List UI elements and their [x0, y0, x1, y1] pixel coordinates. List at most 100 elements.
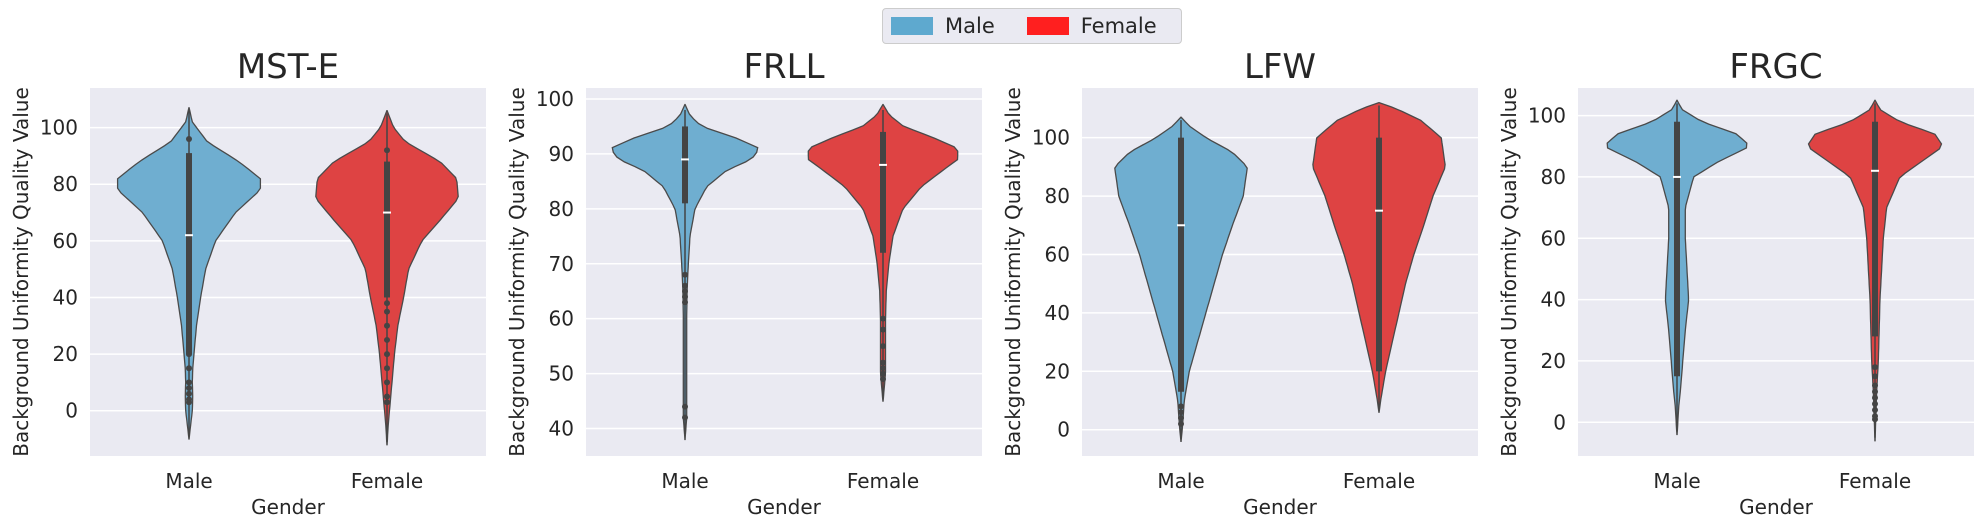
y-tick-label: 40 [1045, 301, 1070, 325]
outlier-point [880, 376, 886, 383]
y-tick-label: 0 [1553, 410, 1566, 434]
outlier-point [186, 322, 192, 329]
y-tick-label: 70 [549, 252, 574, 276]
chart-title: LFW [1244, 47, 1316, 87]
y-tick-label: 60 [549, 307, 574, 331]
outlier-point [186, 385, 192, 392]
outlier-point [1872, 364, 1878, 371]
legend-swatch-male [891, 17, 933, 35]
outlier-point [1178, 415, 1184, 422]
x-tick-label-male: Male [1157, 469, 1204, 493]
box-iqr [682, 126, 688, 204]
x-axis-label: Gender [747, 495, 821, 519]
outlier-point [186, 308, 192, 315]
outlier-point [186, 365, 192, 372]
outlier-point [1872, 407, 1878, 413]
outlier-point [384, 365, 390, 372]
box-iqr [384, 161, 390, 298]
y-tick-label: 40 [1541, 288, 1566, 312]
outlier-point [682, 288, 688, 295]
outlier-point [1872, 382, 1878, 389]
x-axis-label: Gender [1243, 495, 1317, 519]
y-tick-label: 100 [1032, 126, 1070, 150]
box-iqr [186, 153, 192, 355]
chart-title: FRGC [1729, 47, 1822, 87]
legend-item-female: Female [1026, 14, 1157, 38]
outlier-point [384, 336, 390, 343]
y-axis-label: Background Uniformity Quality Value [1001, 87, 1025, 457]
legend-label-male: Male [945, 14, 995, 38]
box-iqr [1674, 121, 1680, 377]
x-tick-label-female: Female [847, 469, 919, 493]
y-tick-label: 0 [65, 399, 78, 423]
outlier-point [880, 315, 886, 322]
y-tick-label: 60 [53, 229, 78, 253]
outlier-point [1872, 416, 1878, 423]
x-tick-label-female: Female [1343, 469, 1415, 493]
outlier-point [384, 379, 390, 386]
y-tick-label: 100 [536, 87, 574, 111]
y-tick-label: 80 [549, 197, 574, 221]
legend-label-female: Female [1080, 14, 1157, 38]
outlier-point [880, 365, 886, 372]
box-iqr [1872, 121, 1878, 337]
box-iqr [1376, 137, 1382, 372]
x-tick-label-female: Female [351, 469, 423, 493]
y-tick-label: 80 [53, 172, 78, 196]
outlier-point [186, 351, 192, 358]
outlier-point [682, 282, 688, 289]
outlier-point [1872, 373, 1878, 380]
y-tick-label: 20 [1045, 359, 1070, 383]
y-tick-label: 60 [1541, 226, 1566, 250]
outlier-point [1178, 403, 1184, 410]
outlier-point [384, 322, 390, 329]
outlier-point [186, 294, 192, 301]
outlier-point [186, 336, 192, 343]
outlier-point [384, 351, 390, 358]
outlier-point [384, 147, 390, 154]
outlier-point [384, 308, 390, 315]
y-tick-label: 50 [549, 362, 574, 386]
y-tick-label: 20 [53, 342, 78, 366]
outlier-point [1872, 394, 1878, 401]
y-tick-label: 60 [1045, 242, 1070, 266]
y-axis-label: Background Uniformity Quality Value [9, 87, 33, 457]
chart-title: MST-E [237, 47, 339, 87]
box-iqr [880, 131, 886, 253]
x-tick-label-male: Male [165, 469, 212, 493]
outlier-point [880, 370, 886, 377]
x-tick-label-male: Male [661, 469, 708, 493]
y-tick-label: 90 [549, 142, 574, 166]
outlier-point [1872, 400, 1878, 407]
y-tick-label: 20 [1541, 349, 1566, 373]
outlier-point [384, 399, 390, 406]
outlier-point [682, 414, 688, 421]
outlier-point [880, 326, 886, 333]
outlier-point [682, 271, 688, 278]
chart-title: FRLL [743, 47, 824, 87]
outlier-point [682, 299, 688, 306]
outlier-point [186, 280, 192, 287]
y-tick-label: 80 [1541, 165, 1566, 189]
outlier-point [384, 393, 390, 400]
x-tick-label-female: Female [1839, 469, 1911, 493]
y-axis-label: Background Uniformity Quality Value [1497, 87, 1521, 457]
legend-swatch-female [1026, 17, 1069, 35]
y-tick-label: 40 [53, 285, 78, 309]
y-tick-label: 100 [40, 116, 78, 140]
legend: Male Female [882, 8, 1182, 44]
plot-area [90, 88, 486, 456]
y-tick-label: 80 [1045, 184, 1070, 208]
y-axis-label: Background Uniformity Quality Value [505, 87, 529, 457]
box-iqr [1178, 137, 1184, 392]
x-tick-label-male: Male [1653, 469, 1700, 493]
y-tick-label: 100 [1528, 104, 1566, 128]
outlier-point [682, 403, 688, 410]
outlier-point [186, 390, 192, 397]
x-axis-label: Gender [1739, 495, 1813, 519]
outlier-point [682, 293, 688, 300]
outlier-point [384, 300, 390, 307]
y-tick-label: 40 [549, 417, 574, 441]
